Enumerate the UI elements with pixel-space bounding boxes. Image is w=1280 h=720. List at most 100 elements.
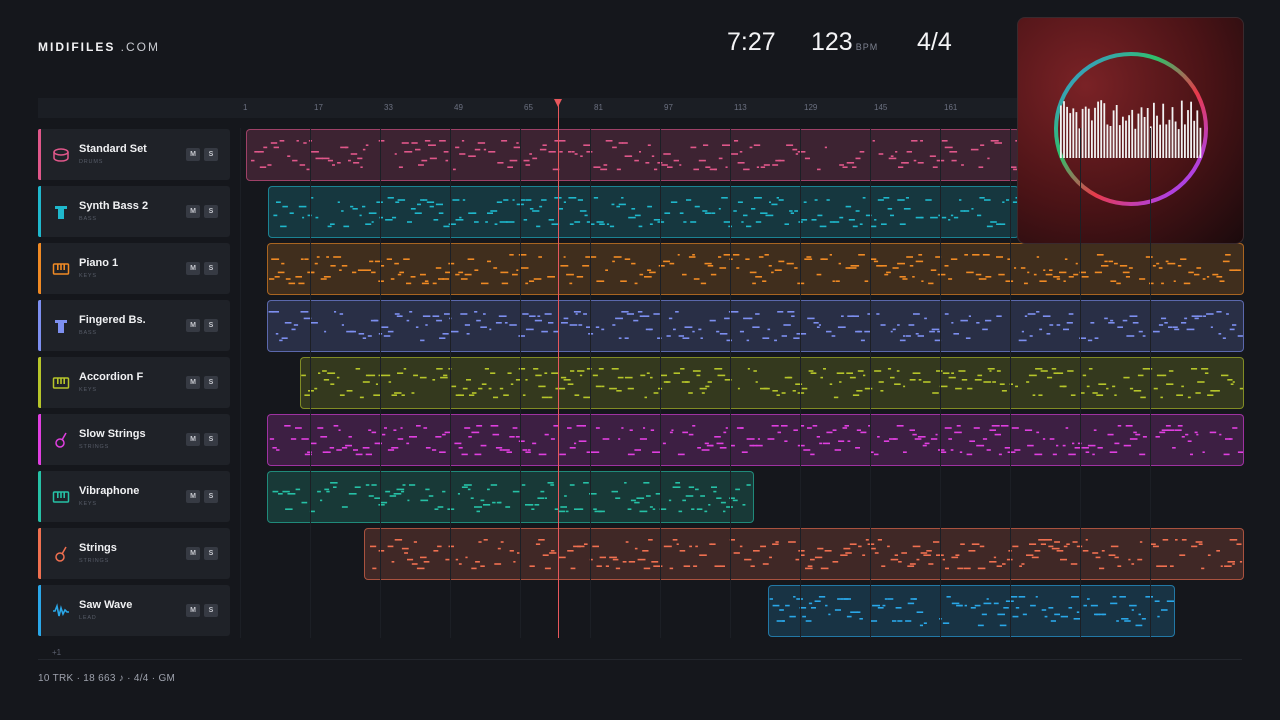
keyboard-icon <box>52 374 70 392</box>
solo-button[interactable]: S <box>204 148 218 161</box>
track-color-bar <box>38 528 41 579</box>
waveform-ring-icon <box>1054 52 1208 206</box>
track-category: BASS <box>79 216 97 222</box>
track-color-bar <box>38 243 41 294</box>
track-category: KEYS <box>79 387 97 393</box>
ruler-tick: 81 <box>594 103 603 112</box>
playhead-marker-icon[interactable] <box>554 99 562 107</box>
midi-region[interactable] <box>267 300 1244 352</box>
grid-line <box>590 128 591 638</box>
track-name: Slow Strings <box>79 428 146 440</box>
midi-notes <box>301 368 1243 399</box>
solo-button[interactable]: S <box>204 262 218 275</box>
solo-button[interactable]: S <box>204 319 218 332</box>
mute-button[interactable]: M <box>186 319 200 332</box>
track-color-bar <box>38 300 41 351</box>
footer-summary: 10 TRK · 18 663 ♪ · 4/4 · GM <box>38 673 176 684</box>
solo-button[interactable]: S <box>204 547 218 560</box>
timeline-ruler[interactable]: 1 17 33 49 65 81 97 113 129 145 161 <box>38 98 1242 118</box>
grid-line <box>1150 128 1151 638</box>
midi-notes <box>269 254 1241 285</box>
track-header-4[interactable]: Fingered Bs. BASS M S <box>38 300 230 351</box>
track-header-8[interactable]: Strings STRINGS M S <box>38 528 230 579</box>
time-signature: 4/4 <box>917 28 952 56</box>
ruler-tick: 97 <box>664 103 673 112</box>
ruler-tick: 145 <box>874 103 888 112</box>
solo-button[interactable]: S <box>204 205 218 218</box>
ruler-tick: 113 <box>734 103 747 112</box>
track-header-7[interactable]: Vibraphone KEYS M S <box>38 471 230 522</box>
midi-region[interactable] <box>267 414 1244 466</box>
track-header-9[interactable]: Saw Wave LEAD M S <box>38 585 230 636</box>
track-color-bar <box>38 414 41 465</box>
track-category: STRINGS <box>79 558 110 564</box>
track-category: DRUMS <box>79 159 104 165</box>
album-cover-art <box>1017 17 1244 244</box>
track-color-bar <box>38 357 41 408</box>
mute-button[interactable]: M <box>186 148 200 161</box>
solo-button[interactable]: S <box>204 604 218 617</box>
grid-line <box>240 128 241 638</box>
solo-button[interactable]: S <box>204 433 218 446</box>
mute-button[interactable]: M <box>186 376 200 389</box>
mute-button[interactable]: M <box>186 490 200 503</box>
bass-amp-icon <box>52 203 70 221</box>
grid-line <box>1080 128 1081 638</box>
midi-region[interactable] <box>246 129 1020 181</box>
mute-button[interactable]: M <box>186 205 200 218</box>
track-category: KEYS <box>79 273 97 279</box>
grid-line <box>940 128 941 638</box>
mute-button[interactable]: M <box>186 433 200 446</box>
guitar-icon <box>52 545 70 563</box>
midi-notes <box>769 596 1174 627</box>
grid-line <box>870 128 871 638</box>
track-color-bar <box>38 129 41 180</box>
mute-button[interactable]: M <box>186 604 200 617</box>
track-category: BASS <box>79 330 97 336</box>
track-color-bar <box>38 585 41 636</box>
track-header-3[interactable]: Piano 1 KEYS M S <box>38 243 230 294</box>
brand-logo: MIDIFILES .COM <box>38 40 161 54</box>
track-name: Piano 1 <box>79 257 119 269</box>
track-name: Synth Bass 2 <box>79 200 149 212</box>
midi-region[interactable] <box>267 471 754 523</box>
midi-notes <box>268 311 1243 342</box>
footer-divider <box>38 659 1242 660</box>
solo-button[interactable]: S <box>204 376 218 389</box>
ruler-tick: 17 <box>314 103 323 112</box>
bass-amp-icon <box>52 317 70 335</box>
waveform-icon <box>52 602 70 620</box>
midi-region[interactable] <box>768 585 1175 637</box>
track-name: Saw Wave <box>79 599 133 611</box>
playhead[interactable] <box>558 104 559 638</box>
track-name: Accordion F <box>79 371 144 383</box>
mute-button[interactable]: M <box>186 547 200 560</box>
ruler-tick: 129 <box>804 103 818 112</box>
track-name: Vibraphone <box>79 485 140 497</box>
track-name: Standard Set <box>79 143 147 155</box>
track-name: Fingered Bs. <box>79 314 146 326</box>
midi-region[interactable] <box>267 243 1244 295</box>
mute-button[interactable]: M <box>186 262 200 275</box>
grid-line <box>310 128 311 638</box>
midi-region[interactable] <box>268 186 1019 238</box>
ruler-tick: 1 <box>243 103 248 112</box>
track-category: LEAD <box>79 615 97 621</box>
grid-line <box>1010 128 1011 638</box>
midi-region[interactable] <box>364 528 1244 580</box>
track-header-5[interactable]: Accordion F KEYS M S <box>38 357 230 408</box>
midi-region[interactable] <box>300 357 1244 409</box>
solo-button[interactable]: S <box>204 490 218 503</box>
more-tracks-indicator[interactable]: +1 <box>52 648 62 657</box>
guitar-icon <box>52 431 70 449</box>
elapsed-time: 7:27 <box>727 28 776 56</box>
midi-notes <box>370 539 1243 570</box>
track-header-6[interactable]: Slow Strings STRINGS M S <box>38 414 230 465</box>
drum-icon <box>52 146 70 164</box>
midi-notes <box>251 140 1019 171</box>
keyboard-icon <box>52 260 70 278</box>
grid-line <box>660 128 661 638</box>
tempo-display: 123 BPM <box>811 28 879 56</box>
track-header-1[interactable]: Standard Set DRUMS M S <box>38 129 230 180</box>
track-header-2[interactable]: Synth Bass 2 BASS M S <box>38 186 230 237</box>
